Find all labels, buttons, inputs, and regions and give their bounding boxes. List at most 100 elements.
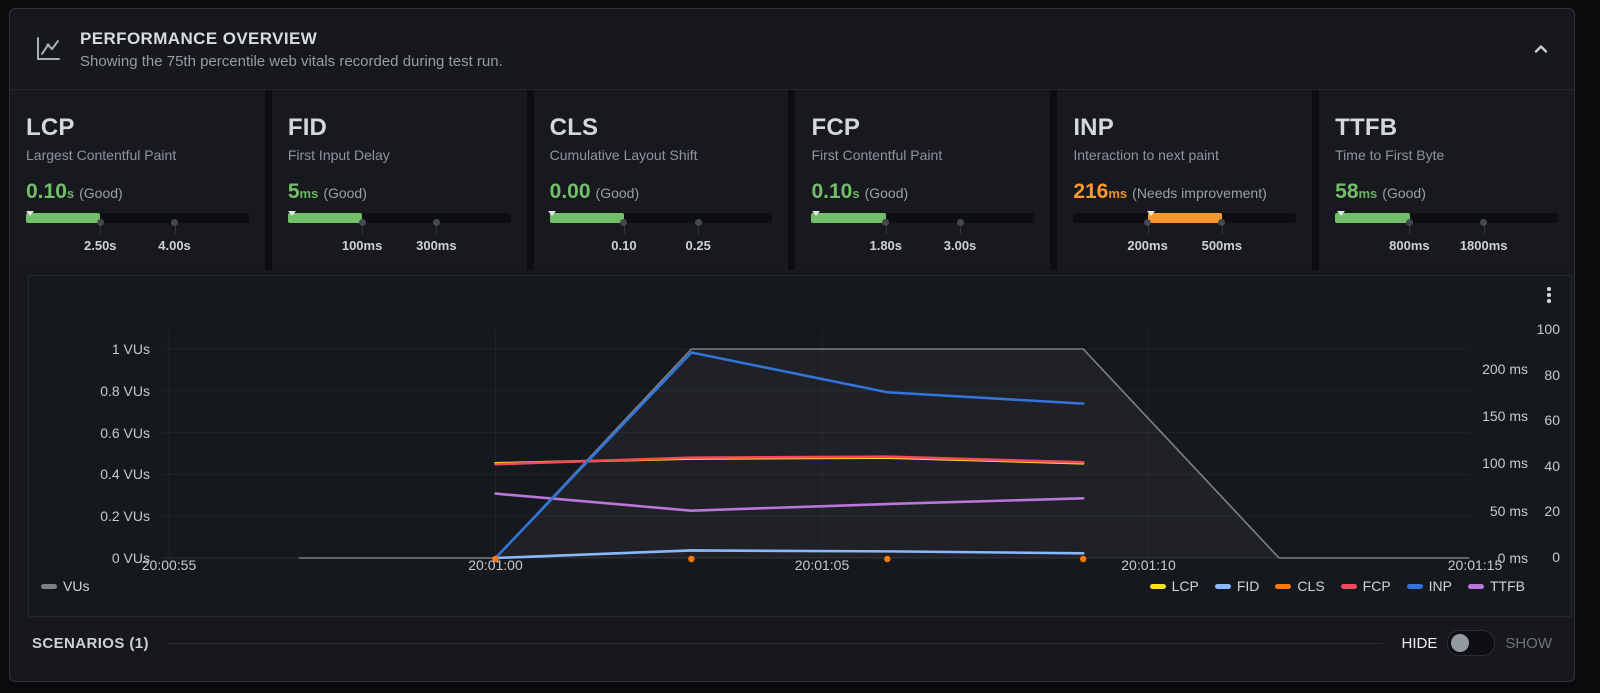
metric-card-ttfb: TTFB Time to First Byte 58ms (Good) 800ms 180… <box>1319 90 1574 270</box>
metric-description: Interaction to next paint <box>1073 147 1219 163</box>
panel-header: PERFORMANCE OVERVIEW Showing the 75th pe… <box>10 9 1574 90</box>
bar-fill <box>1335 213 1410 223</box>
legend-web-vitals: LCP FID CLS FCP INP TTFB <box>1149 578 1525 594</box>
metric-value: 5 <box>287 180 300 203</box>
metric-value: 0.10 <box>811 180 853 203</box>
hide-show-toggle[interactable] <box>1447 630 1496 656</box>
y-axis-ms-tick: 200 ms <box>1482 360 1528 377</box>
fid-legend-swatch <box>1214 583 1231 589</box>
threshold-tick-label: 3.00s <box>943 238 977 253</box>
metric-card-fid: FID First Input Delay 5ms (Good) 100ms 300ms <box>271 90 527 270</box>
metric-unit: ms <box>1108 186 1128 201</box>
threshold-tick-stem <box>1409 226 1411 234</box>
metric-value: 0.00 <box>549 180 591 203</box>
threshold-tick-label: 0.25 <box>685 238 711 253</box>
y-axis-pct-tick: 80 <box>1544 366 1560 383</box>
vus-legend-swatch <box>41 583 57 589</box>
legend-item-inp[interactable]: INP <box>1406 578 1452 594</box>
metric-status: (Good) <box>79 185 123 201</box>
time-series-chart-panel: VUs LCP FID CLS FCP INP TTFB 1 VUs 0.8 VUs 0.6 … <box>28 275 1572 617</box>
threshold-tick-dot <box>1144 219 1152 226</box>
metric-card-cls: CLS Cumulative Layout Shift 0.00 (Good) 0.10… <box>533 90 789 270</box>
metric-value: 0.10 <box>26 180 67 203</box>
metric-threshold-bar: 0.10 0.25 <box>547 211 773 259</box>
bar-track <box>26 211 249 223</box>
threshold-tick-dot <box>882 219 890 226</box>
threshold-tick-label: 300ms <box>416 238 457 253</box>
legend-item-ttfb[interactable]: TTFB <box>1468 578 1525 594</box>
metric-value-row: 0.10s (Good) <box>811 180 1034 204</box>
legend-label: INP <box>1428 578 1452 594</box>
y-axis-vus-tick: 0.2 VUs <box>100 508 150 525</box>
metric-description: First Input Delay <box>287 147 390 163</box>
scenarios-label: SCENARIOS (1) <box>32 634 149 652</box>
hide-label[interactable]: HIDE <box>1401 634 1438 652</box>
y-axis-pct-tick: 60 <box>1544 412 1560 429</box>
threshold-tick-dot <box>1480 219 1488 226</box>
panel-menu-kebab-icon[interactable] <box>1541 284 1557 306</box>
lcp-legend-swatch <box>1149 583 1166 589</box>
metric-unit: s <box>852 186 860 201</box>
scenarios-bar: SCENARIOS (1) HIDE SHOW <box>10 621 1574 665</box>
metric-title: FID <box>287 114 328 141</box>
threshold-tick-dot <box>1405 219 1413 226</box>
x-axis-time-tick: 20:01:00 <box>468 557 523 573</box>
y-axis-vus-tick: 0.8 VUs <box>100 382 150 399</box>
threshold-tick-dot <box>694 219 702 226</box>
metric-title: LCP <box>26 114 75 141</box>
x-axis-time-tick: 20:01:10 <box>1121 557 1176 573</box>
legend-vus[interactable]: VUs <box>41 578 89 594</box>
page-subtitle: Showing the 75th percentile web vitals r… <box>80 52 503 70</box>
bar-track <box>1335 211 1558 223</box>
y-axis-pct-tick: 40 <box>1544 457 1560 474</box>
metric-card-lcp: LCP Largest Contentful Paint 0.10s (Good) 2.… <box>10 90 265 270</box>
threshold-tick-dot <box>432 219 440 226</box>
line-chart-icon <box>37 37 60 60</box>
x-axis-time-tick: 20:01:05 <box>794 557 850 573</box>
metric-title: TTFB <box>1335 114 1398 141</box>
metric-title: FCP <box>811 114 861 141</box>
y-axis-pct-tick: 0 <box>1552 549 1560 565</box>
y-axis-vus-tick: 1 VUs <box>111 341 150 357</box>
bar-fill <box>811 213 886 223</box>
y-axis-ms-tick: 100 ms <box>1482 455 1528 472</box>
metric-status: (Good) <box>595 185 640 201</box>
y-axis-vus-tick: 0.6 VUs <box>100 424 150 441</box>
threshold-tick-dot <box>620 219 628 226</box>
threshold-tick-stem <box>885 226 887 234</box>
threshold-tick-label: 2.50s <box>83 238 117 253</box>
toggle-knob <box>1451 634 1470 652</box>
threshold-tick-label: 100ms <box>341 238 383 253</box>
web-vitals-metrics-row: LCP Largest Contentful Paint 0.10s (Good) 2.… <box>10 90 1574 270</box>
value-marker-caret-icon <box>26 211 35 216</box>
metric-threshold-bar: 100ms 300ms <box>287 211 511 259</box>
metric-value: 216 <box>1073 180 1109 203</box>
chart-plot-area[interactable] <box>162 316 1470 563</box>
threshold-tick-stem <box>1221 226 1223 234</box>
y-axis-ms-tick: 150 ms <box>1482 407 1528 424</box>
metric-title: INP <box>1073 114 1114 141</box>
threshold-tick-dot <box>96 219 104 226</box>
show-label[interactable]: SHOW <box>1505 634 1552 652</box>
y-axis-ms-tick: 0 ms <box>1497 550 1528 566</box>
legend-item-lcp[interactable]: LCP <box>1149 578 1199 594</box>
threshold-tick-label: 200ms <box>1127 238 1168 253</box>
cls-legend-swatch <box>1275 583 1292 589</box>
metric-threshold-bar: 200ms 500ms <box>1073 211 1297 259</box>
metric-value-row: 5ms (Good) <box>288 180 511 204</box>
metric-unit: ms <box>299 186 319 201</box>
metric-threshold-bar: 800ms 1800ms <box>1335 211 1558 259</box>
legend-item-fcp[interactable]: FCP <box>1340 578 1391 594</box>
value-marker-caret-icon <box>1147 211 1156 216</box>
legend-item-cls[interactable]: CLS <box>1275 578 1325 594</box>
threshold-tick-label: 800ms <box>1389 238 1430 253</box>
metric-title: CLS <box>549 114 599 141</box>
threshold-tick-stem <box>436 226 438 234</box>
legend-item-fid[interactable]: FID <box>1214 578 1259 594</box>
threshold-tick-stem <box>100 226 102 234</box>
collapse-chevron-up-icon[interactable] <box>1530 38 1552 60</box>
bar-track <box>1073 211 1297 223</box>
bar-fill <box>287 213 363 223</box>
threshold-tick-dot <box>956 219 964 226</box>
threshold-tick-stem <box>960 226 962 234</box>
